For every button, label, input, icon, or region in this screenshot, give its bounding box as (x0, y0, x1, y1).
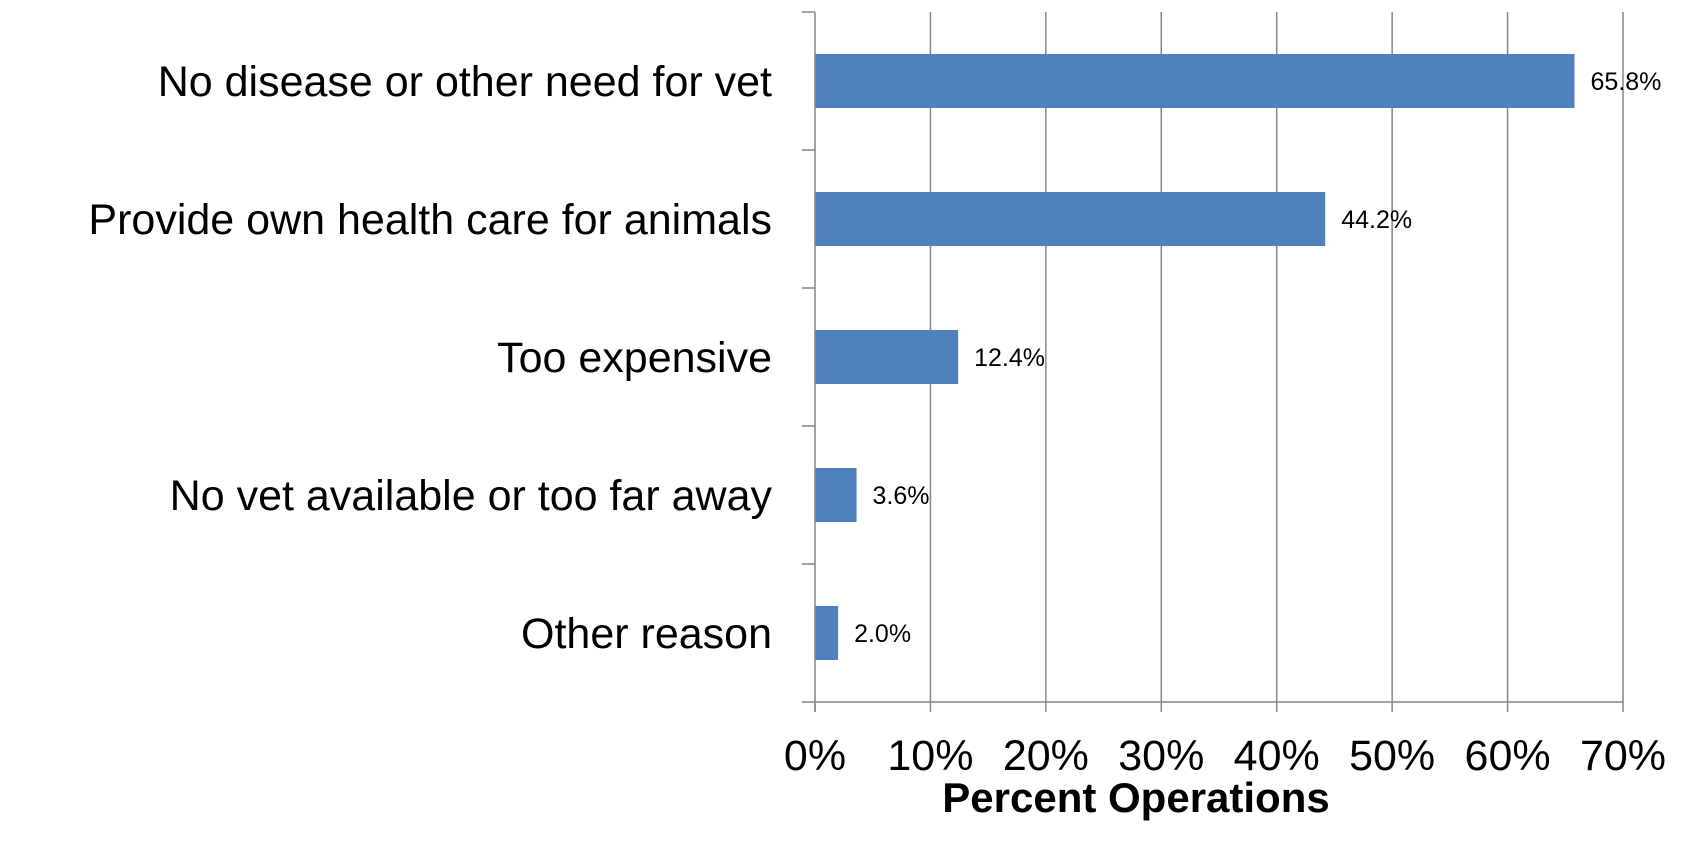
data-label: 3.6% (873, 482, 930, 510)
y-category-label: Provide own health care for animals (88, 196, 772, 244)
data-label: 65.8% (1591, 68, 1662, 96)
x-tick-label: 70% (1580, 732, 1666, 780)
gridlines (929, 12, 1624, 702)
data-label: 44.2% (1341, 206, 1412, 234)
bar (815, 468, 857, 522)
bar (815, 192, 1326, 246)
bars (815, 54, 1575, 660)
data-label: 2.0% (854, 620, 911, 648)
x-tick-label: 10% (887, 732, 973, 780)
x-tick-label: 50% (1349, 732, 1435, 780)
data-label: 12.4% (974, 344, 1045, 372)
bar (815, 606, 839, 660)
x-tick-label: 0% (784, 732, 846, 780)
x-tick-label: 30% (1118, 732, 1204, 780)
y-category-label: Too expensive (497, 334, 772, 382)
y-category-label: No vet available or too far away (170, 472, 773, 520)
bar (815, 54, 1575, 108)
bar (815, 330, 959, 384)
labels: 0% 10% 20% 30% 40% 50% 60% 70% No disease or oth… (88, 58, 1666, 780)
x-tick-label: 40% (1234, 732, 1320, 780)
x-tick-label: 20% (1003, 732, 1089, 780)
y-category-label: Other reason (521, 610, 772, 658)
x-tick-label: 60% (1465, 732, 1551, 780)
axes (802, 11, 1624, 712)
x-axis-title: Percent Operations (942, 774, 1329, 821)
y-category-label: No disease or other need for vet (158, 58, 772, 106)
